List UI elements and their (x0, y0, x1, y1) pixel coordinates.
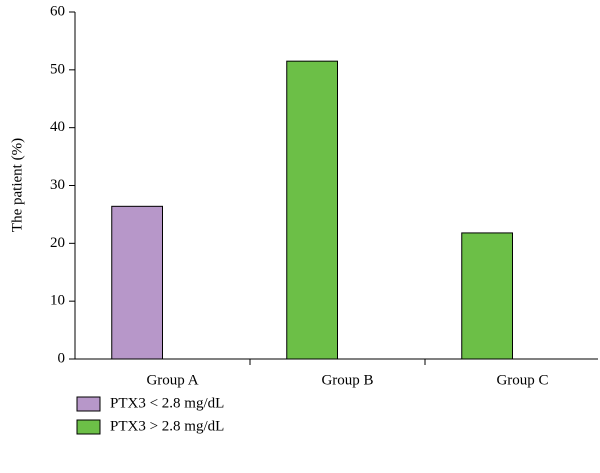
y-tick-label: 60 (50, 3, 65, 19)
legend-label: PTX3 < 2.8 mg/dL (110, 395, 224, 411)
y-tick-label: 0 (58, 350, 66, 366)
y-tick-label: 40 (50, 119, 65, 135)
y-axis-label: The patient (%) (9, 138, 25, 232)
legend-swatch (76, 396, 101, 412)
y-tick-label: 30 (50, 177, 65, 193)
y-tick-label: 10 (50, 293, 65, 309)
y-tick-label: 20 (50, 235, 65, 251)
bar (111, 205, 163, 360)
x-tick-label: Group C (496, 372, 548, 388)
bar (286, 60, 338, 360)
bar (461, 232, 513, 360)
legend-label: PTX3 > 2.8 mg/dL (110, 418, 224, 434)
x-tick-label: Group B (321, 372, 373, 388)
legend-swatch (76, 419, 101, 435)
y-tick-label: 50 (50, 61, 65, 77)
x-tick-label: Group A (146, 372, 198, 388)
